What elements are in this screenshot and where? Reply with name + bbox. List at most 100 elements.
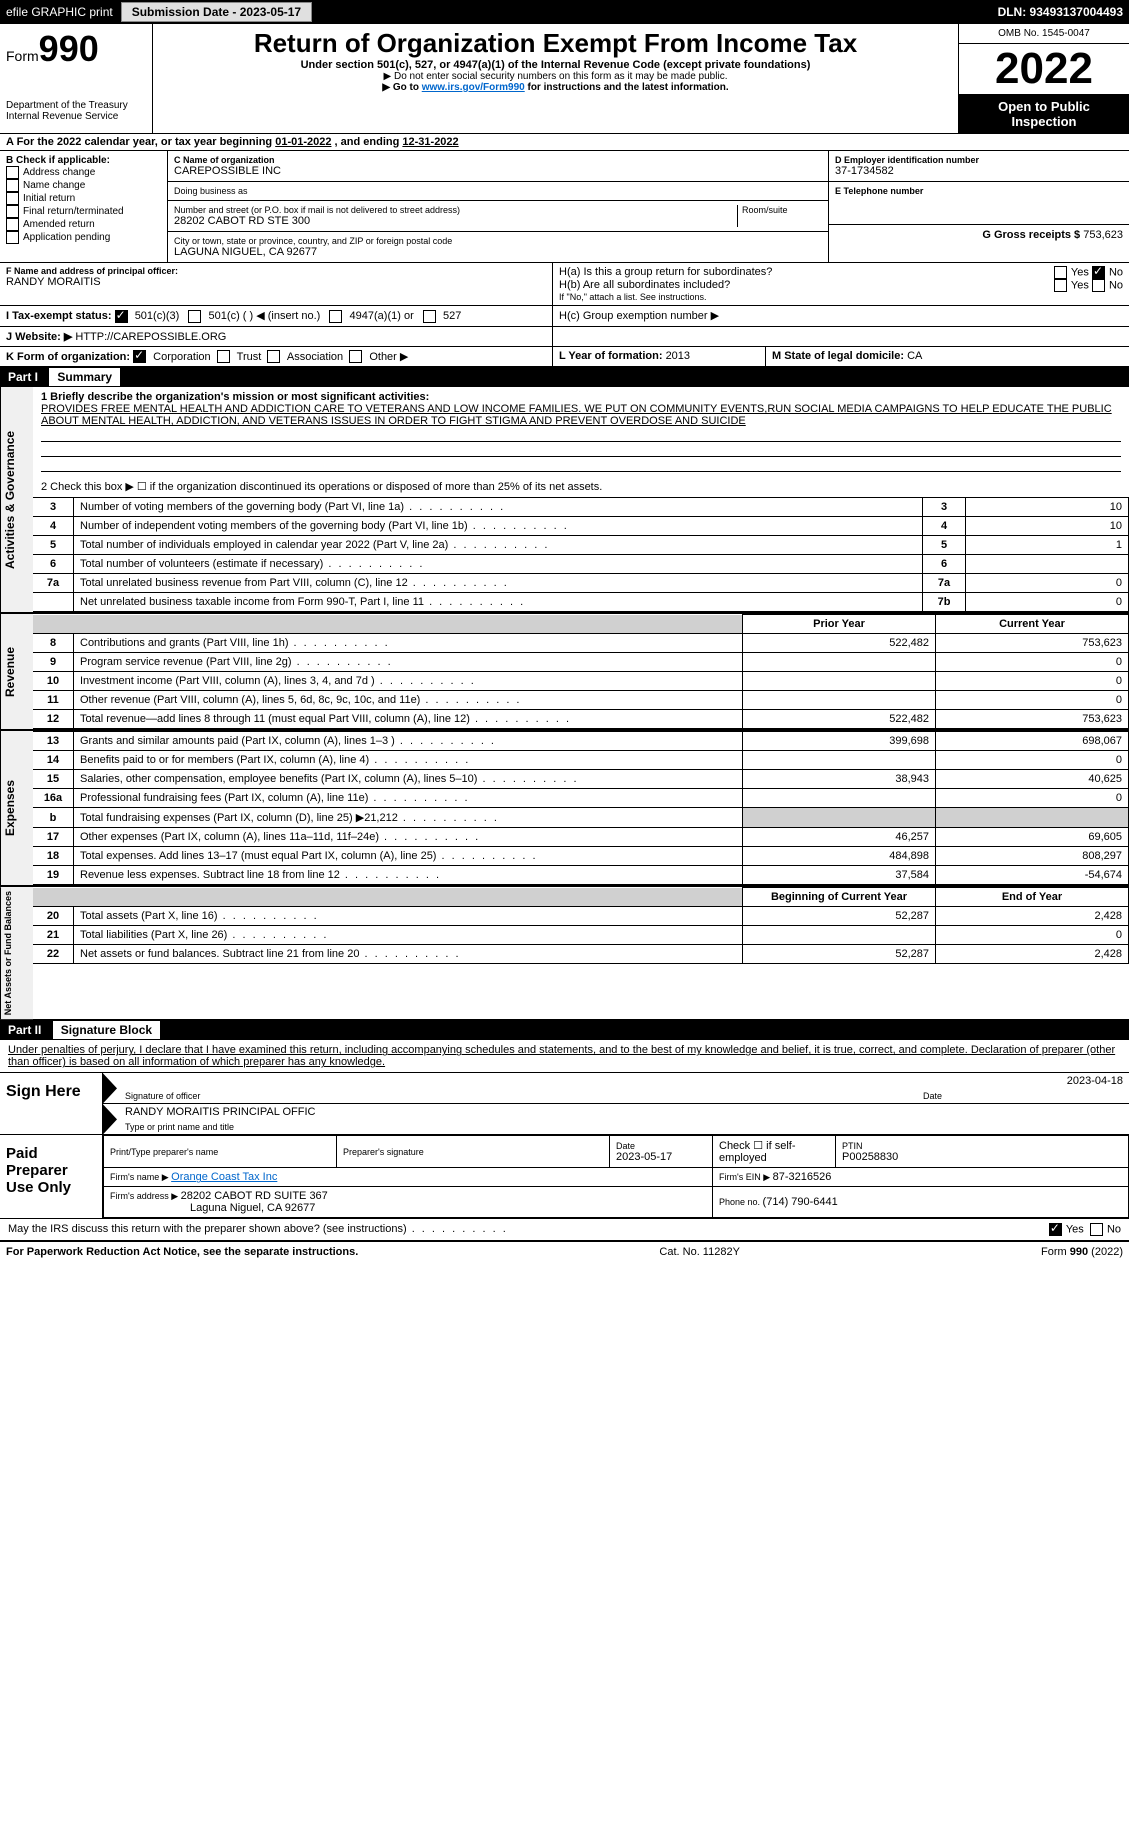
line-desc: Grants and similar amounts paid (Part IX… — [74, 732, 743, 751]
city-label: City or town, state or province, country… — [174, 236, 822, 246]
paid-preparer-block: Paid Preparer Use Only Print/Type prepar… — [0, 1135, 1129, 1219]
officer-label: F Name and address of principal officer: — [6, 266, 546, 276]
current-value: 0 — [936, 789, 1129, 808]
current-value: 0 — [936, 691, 1129, 710]
line-value — [966, 555, 1129, 574]
table-row: 16aProfessional fundraising fees (Part I… — [33, 789, 1129, 808]
check-other[interactable] — [349, 350, 362, 363]
ag-table: 3Number of voting members of the governi… — [33, 497, 1129, 612]
table-row: 12Total revenue—add lines 8 through 11 (… — [33, 710, 1129, 729]
ptin: P00258830 — [842, 1151, 1122, 1163]
line-no: 15 — [33, 770, 74, 789]
line-desc: Total unrelated business revenue from Pa… — [74, 574, 923, 593]
irs-link[interactable]: www.irs.gov/Form990 — [422, 82, 525, 93]
line-desc: Total liabilities (Part X, line 26) — [74, 926, 743, 945]
check-final-return[interactable]: Final return/terminated — [6, 205, 161, 218]
revenue-table: Prior Year Current Year 8Contributions a… — [33, 614, 1129, 729]
website-label: J Website: ▶ — [6, 331, 72, 343]
firm-ein-label: Firm's EIN ▶ — [719, 1172, 773, 1182]
line-no: 6 — [33, 555, 74, 574]
line-desc: Total number of volunteers (estimate if … — [74, 555, 923, 574]
year-formation: 2013 — [666, 350, 690, 362]
officer-name: RANDY MORAITIS — [6, 276, 546, 288]
table-row: 17Other expenses (Part IX, column (A), l… — [33, 828, 1129, 847]
vtab-rev: Revenue — [0, 614, 33, 729]
rev-header-row: Prior Year Current Year — [33, 615, 1129, 634]
check-501c3[interactable] — [115, 310, 128, 323]
line-no: 11 — [33, 691, 74, 710]
line-desc: Revenue less expenses. Subtract line 18 … — [74, 866, 743, 885]
prior-value: 522,482 — [743, 634, 936, 653]
discuss-no-check[interactable] — [1090, 1223, 1103, 1236]
check-527[interactable] — [423, 310, 436, 323]
state-value: CA — [907, 350, 922, 362]
hc-label: H(c) Group exemption number ▶ — [553, 306, 1129, 326]
prep-self-employed[interactable]: Check ☐ if self-employed — [713, 1136, 836, 1168]
line-box: 7b — [923, 593, 966, 612]
check-4947[interactable] — [329, 310, 342, 323]
tax-year: 2022 — [959, 43, 1129, 95]
line-desc: Net assets or fund balances. Subtract li… — [74, 945, 743, 964]
org-name-label: C Name of organization — [174, 155, 822, 165]
check-trust[interactable] — [217, 350, 230, 363]
goto-suffix: for instructions and the latest informat… — [525, 82, 729, 93]
discuss-yes-check[interactable] — [1049, 1223, 1062, 1236]
column-c: C Name of organization CAREPOSSIBLE INC … — [168, 151, 828, 262]
opt-assoc: Association — [287, 351, 343, 363]
sign-here-label: Sign Here — [0, 1073, 103, 1134]
line-desc: Other revenue (Part VIII, column (A), li… — [74, 691, 743, 710]
line-value: 0 — [966, 593, 1129, 612]
submission-date-button[interactable]: Submission Date - 2023-05-17 — [121, 2, 312, 22]
check-label: Name change — [23, 180, 85, 191]
line-box: 3 — [923, 498, 966, 517]
vtab-net: Net Assets or Fund Balances — [0, 887, 33, 1019]
tax-year-end: 12-31-2022 — [402, 136, 458, 148]
line-desc: Net unrelated business taxable income fr… — [74, 593, 923, 612]
room-label: Room/suite — [742, 205, 822, 215]
hb-note: If "No," attach a list. See instructions… — [559, 292, 1123, 302]
firm-name-label: Firm's name ▶ — [110, 1172, 171, 1182]
city: LAGUNA NIGUEL, CA 92677 — [174, 246, 822, 258]
prior-value — [743, 653, 936, 672]
table-row: 21Total liabilities (Part X, line 26)0 — [33, 926, 1129, 945]
line-no: 5 — [33, 536, 74, 555]
table-row: 22Net assets or fund balances. Subtract … — [33, 945, 1129, 964]
opt-other: Other ▶ — [369, 351, 408, 363]
line-no: 14 — [33, 751, 74, 770]
table-row: 18Total expenses. Add lines 13–17 (must … — [33, 847, 1129, 866]
prior-value: 52,287 — [743, 907, 936, 926]
tax-exempt-label: I Tax-exempt status: — [6, 310, 112, 322]
org-name: CAREPOSSIBLE INC — [174, 165, 822, 177]
prep-name-label: Print/Type preparer's name — [110, 1147, 330, 1157]
section-a: A For the 2022 calendar year, or tax yea… — [0, 134, 1129, 151]
line-value: 10 — [966, 517, 1129, 536]
check-assoc[interactable] — [267, 350, 280, 363]
check-name-change[interactable]: Name change — [6, 179, 161, 192]
form-number: 990 — [39, 28, 99, 69]
col-end: End of Year — [936, 888, 1129, 907]
arrow-icon — [103, 1073, 117, 1103]
check-address-change[interactable]: Address change — [6, 166, 161, 179]
line-desc: Total number of individuals employed in … — [74, 536, 923, 555]
form-subtitle: Under section 501(c), 527, or 4947(a)(1)… — [163, 59, 948, 71]
line-box: 4 — [923, 517, 966, 536]
ein: 37-1734582 — [835, 165, 1123, 177]
check-initial-return[interactable]: Initial return — [6, 192, 161, 205]
row-j: J Website: ▶ HTTP://CAREPOSSIBLE.ORG — [0, 327, 1129, 347]
activities-governance-block: Activities & Governance 1 Briefly descri… — [0, 387, 1129, 614]
check-amended[interactable]: Amended return — [6, 218, 161, 231]
ha-label: H(a) Is this a group return for subordin… — [559, 266, 772, 279]
line-desc: Professional fundraising fees (Part IX, … — [74, 789, 743, 808]
line-no: 17 — [33, 828, 74, 847]
check-501c[interactable] — [188, 310, 201, 323]
table-row: 19Revenue less expenses. Subtract line 1… — [33, 866, 1129, 885]
firm-name-link[interactable]: Orange Coast Tax Inc — [171, 1171, 277, 1183]
check-corp[interactable] — [133, 350, 146, 363]
check-application-pending[interactable]: Application pending — [6, 231, 161, 244]
opt-527: 527 — [443, 310, 461, 322]
table-row: 7aTotal unrelated business revenue from … — [33, 574, 1129, 593]
gross-receipts-label: G Gross receipts $ — [982, 229, 1083, 241]
line-no: 10 — [33, 672, 74, 691]
table-row: 9Program service revenue (Part VIII, lin… — [33, 653, 1129, 672]
header-title-block: Return of Organization Exempt From Incom… — [153, 24, 958, 133]
